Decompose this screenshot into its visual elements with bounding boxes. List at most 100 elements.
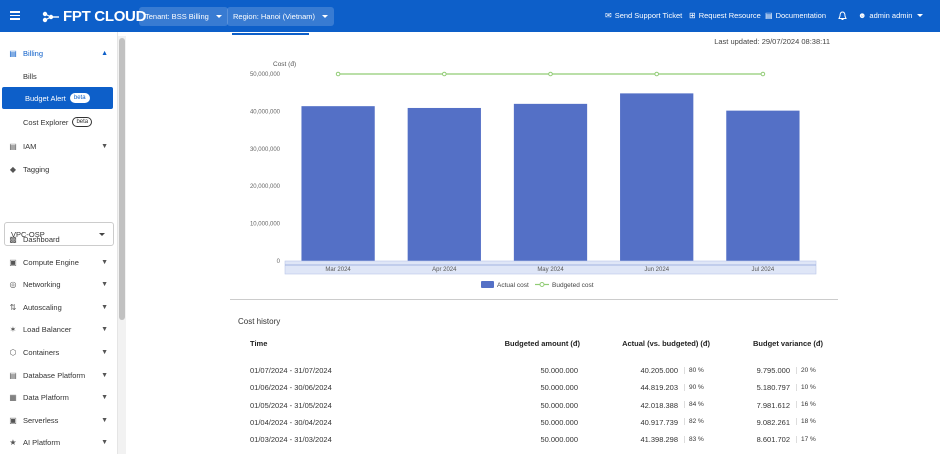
- top-navigation-bar: FPT CLOUD Tenant: BSS Billing Region: Ha…: [0, 0, 940, 32]
- row-variance-amount: 8.601.702: [756, 435, 790, 445]
- sidebar-item-label: Data Platform: [23, 392, 69, 402]
- sidebar-item-label: Budget Alert: [25, 93, 66, 103]
- sidebar-item-label: Dashboard: [23, 234, 60, 244]
- row-actual-percent: 80 %: [684, 366, 704, 374]
- request-resource-link[interactable]: ⊞ Request Resource: [689, 11, 761, 20]
- row-time: 01/05/2024 - 31/05/2024: [250, 400, 332, 410]
- notifications-bell[interactable]: [838, 11, 847, 21]
- tenant-label: Tenant: BSS Billing: [145, 12, 209, 21]
- row-time: 01/03/2024 - 31/03/2024: [250, 435, 332, 445]
- chevron-down-icon: ▼: [101, 348, 108, 356]
- send-support-ticket-link[interactable]: ✉ Send Support Ticket: [605, 11, 682, 20]
- chevron-down-icon: ▼: [101, 393, 108, 401]
- sidebar-scrollbar[interactable]: [118, 36, 126, 454]
- billing-icon: ▤: [9, 48, 17, 58]
- bar-actual-cost: [407, 107, 481, 261]
- iam-icon: ▤: [9, 141, 17, 151]
- chevron-down-icon: ▼: [101, 280, 108, 288]
- bar-actual-cost: [620, 93, 694, 261]
- row-actual-amount: 42.018.388: [640, 400, 678, 410]
- request-resource-label: Request Resource: [698, 11, 761, 20]
- user-menu[interactable]: ☻ admin admin: [858, 11, 924, 20]
- chevron-down-icon: [99, 233, 105, 236]
- row-variance-percent: 18 %: [796, 418, 816, 426]
- cost-chart: Cost (đ) 0 10,000,000 20,000,000 30,000,000 4…: [250, 61, 817, 289]
- sidebar-item-bills[interactable]: Bills: [0, 65, 118, 87]
- sidebar-item-label: IAM: [23, 141, 37, 151]
- sidebar-item-dashboard[interactable]: ▩ Dashboard: [0, 228, 118, 250]
- sidebar-item-label: Billing: [23, 48, 44, 58]
- row-variance-percent: 17 %: [796, 435, 816, 443]
- bar-actual-cost: [726, 110, 800, 261]
- region-label: Region: Hanoi (Vietnam): [233, 12, 315, 21]
- row-budgeted-amount: 50.000.000: [540, 417, 578, 427]
- chevron-down-icon: [917, 14, 924, 17]
- sidebar-item-load-balancer[interactable]: ✶ Load Balancer ▼: [0, 318, 118, 340]
- chevron-down-icon: ▼: [101, 325, 108, 333]
- row-variance-amount: 9.082.261: [756, 417, 790, 427]
- sidebar-item-serverless[interactable]: ▣ Serverless ▼: [0, 409, 118, 431]
- row-actual-percent: 90 %: [684, 383, 704, 391]
- chevron-down-icon: [322, 15, 328, 18]
- sidebar-item-networking[interactable]: ◎ Networking ▼: [0, 273, 118, 295]
- beta-badge: beta: [69, 93, 90, 103]
- ai-platform-icon: ★: [9, 437, 17, 447]
- y-tick-label: 0: [277, 259, 281, 265]
- documentation-link[interactable]: ▤ Documentation: [765, 11, 826, 20]
- sidebar-item-label: Serverless: [23, 415, 59, 425]
- sidebar-item-autoscaling[interactable]: ⇅ Autoscaling ▼: [0, 296, 118, 318]
- y-tick-label: 50,000,000: [250, 72, 281, 78]
- vpc-selector[interactable]: VPC-OSP: [4, 222, 114, 246]
- row-actual-percent: 82 %: [684, 418, 704, 426]
- row-time: 01/07/2024 - 31/07/2024: [250, 366, 332, 375]
- sidebar-item-billing[interactable]: ▤ Billing ▲: [0, 42, 118, 64]
- sidebar-item-label: Bills: [23, 71, 37, 81]
- legend-swatch-actual: [481, 281, 494, 288]
- beta-badge: beta: [72, 117, 93, 127]
- sidebar-item-cost-explorer[interactable]: Cost Explorer beta: [0, 111, 118, 133]
- region-selector[interactable]: Region: Hanoi (Vietnam): [227, 7, 334, 26]
- row-budgeted-amount: 50.000.000: [540, 400, 578, 410]
- column-header-budgeted: Budgeted amount (đ): [504, 339, 580, 348]
- request-resource-icon: ⊞: [689, 11, 696, 20]
- row-actual-amount: 41.398.298: [640, 435, 678, 445]
- scrollbar-thumb[interactable]: [119, 38, 125, 320]
- documentation-label: Documentation: [775, 11, 827, 20]
- menu-icon[interactable]: [10, 11, 20, 20]
- sidebar-item-tagging[interactable]: ◆ Tagging: [0, 158, 118, 180]
- row-budgeted-amount: 50.000.000: [540, 383, 578, 393]
- row-variance-percent: 20 %: [796, 366, 816, 374]
- sidebar-item-ai-platform[interactable]: ★ AI Platform ▼: [0, 431, 118, 453]
- row-actual-amount: 40.205.000: [640, 366, 678, 375]
- database-icon: ▤: [9, 370, 17, 380]
- row-variance-percent: 10 %: [796, 383, 816, 391]
- fpt-cloud-logo[interactable]: FPT CLOUD: [40, 8, 146, 25]
- x-tick-label: Mar 2024: [325, 267, 351, 273]
- row-variance-percent: 16 %: [796, 401, 816, 409]
- row-actual-amount: 40.917.739: [640, 417, 678, 427]
- sidebar-item-budget-alert[interactable]: Budget Alert beta: [2, 87, 113, 109]
- sidebar-item-label: Containers: [23, 347, 60, 357]
- tag-icon: ◆: [9, 164, 17, 174]
- last-updated-text: Last updated: 29/07/2024 08:38:11: [714, 37, 830, 46]
- load-balancer-icon: ✶: [9, 324, 17, 334]
- vpc-label: VPC-OSP: [11, 229, 45, 239]
- sidebar-item-containers[interactable]: ⬡ Containers ▼: [0, 341, 118, 363]
- sidebar-item-label: AI Platform: [23, 437, 61, 447]
- bar-actual-cost: [301, 106, 375, 261]
- dashboard-icon: ▩: [9, 234, 17, 244]
- chevron-down-icon: ▼: [101, 371, 108, 379]
- sidebar-item-data-platform[interactable]: ▦ Data Platform ▼: [0, 386, 118, 408]
- sidebar-item-compute-engine[interactable]: ▣ Compute Engine ▼: [0, 251, 118, 273]
- tenant-selector[interactable]: Tenant: BSS Billing: [139, 7, 228, 26]
- sidebar-item-label: Load Balancer: [23, 324, 72, 334]
- sidebar-item-database-platform[interactable]: ▤ Database Platform ▼: [0, 364, 118, 386]
- sidebar-item-iam[interactable]: ▤ IAM ▼: [0, 135, 118, 157]
- y-tick-label: 30,000,000: [250, 147, 281, 153]
- sidebar-item-label: Cost Explorer: [23, 117, 69, 127]
- sidebar: ▤ Billing ▲ Bills Budget Alert beta Cost Ex…: [0, 32, 118, 454]
- row-budgeted-amount: 50.000.000: [540, 435, 578, 445]
- row-variance-amount: 5.180.797: [756, 383, 790, 393]
- x-tick-label: Jun 2024: [644, 267, 669, 273]
- legend-label-actual: Actual cost: [497, 282, 529, 289]
